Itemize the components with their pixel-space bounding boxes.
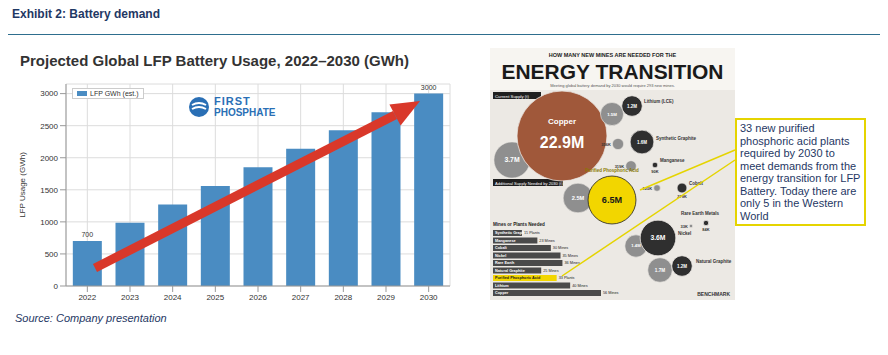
svg-text:LFP Usage (GWh): LFP Usage (GWh) [18, 152, 27, 218]
svg-text:33K: 33K [680, 224, 687, 229]
svg-text:1.2M: 1.2M [677, 264, 687, 269]
html-text:FIRST: FIRST [214, 95, 251, 107]
svg-text:90K: 90K [651, 169, 658, 174]
svg-text:1.4M: 1.4M [631, 243, 641, 248]
svg-text:125K: 125K [643, 186, 653, 191]
svg-text:3.6M: 3.6M [650, 234, 665, 241]
svg-text:2000: 2000 [40, 154, 58, 163]
svg-text:Natural Graphite: Natural Graphite [495, 269, 525, 273]
svg-text:40 Mines: 40 Mines [572, 284, 588, 288]
svg-text:Purified Phosphoric Acid: Purified Phosphoric Acid [585, 168, 639, 173]
svg-text:84K: 84K [702, 227, 709, 232]
svg-text:2024: 2024 [164, 293, 182, 302]
svg-text:0: 0 [54, 282, 59, 291]
svg-text:3000: 3000 [421, 84, 437, 91]
svg-text:Lithium: Lithium [495, 284, 509, 288]
html-text:33 new purified phosphoric aci: 33 new purified phosphoric acid plants r… [740, 122, 861, 222]
svg-text:Rare Earth: Rare Earth [495, 261, 515, 265]
svg-text:1.2M: 1.2M [627, 104, 637, 109]
svg-text:25 Mines: 25 Mines [543, 269, 559, 273]
svg-text:2025: 2025 [206, 293, 224, 302]
svg-text:15 Plants: 15 Plants [524, 231, 540, 235]
svg-text:Additional Supply Needed by 20: Additional Supply Needed by 2030 (t) [495, 181, 563, 186]
svg-text:356K: 356K [601, 142, 611, 147]
svg-text:2026: 2026 [249, 293, 267, 302]
svg-text:Copper: Copper [548, 117, 576, 126]
svg-text:1500: 1500 [40, 186, 58, 195]
html-text:LFP GWh (est.): LFP GWh (est.) [90, 90, 139, 97]
svg-text:3.7M: 3.7M [504, 156, 520, 163]
svg-text:2030: 2030 [420, 293, 438, 302]
svg-text:2023: 2023 [121, 293, 139, 302]
svg-text:Nickel: Nickel [495, 254, 506, 258]
svg-text:279K: 279K [677, 194, 687, 199]
svg-text:Cobalt: Cobalt [689, 181, 704, 186]
svg-text:2.5M: 2.5M [572, 195, 585, 201]
svg-text:Current Supply (t): Current Supply (t) [495, 94, 529, 99]
svg-text:2028: 2028 [334, 293, 352, 302]
svg-text:1.6M: 1.6M [637, 140, 647, 145]
svg-text:Synthetic Graphite: Synthetic Graphite [656, 136, 697, 141]
svg-text:319K: 319K [614, 163, 625, 169]
svg-text:700: 700 [81, 231, 93, 238]
svg-text:Mines or Plants Needed: Mines or Plants Needed [493, 222, 545, 227]
svg-text:BENCHMARK: BENCHMARK [697, 291, 730, 297]
svg-text:Copper: Copper [495, 291, 509, 295]
svg-text:500: 500 [45, 250, 59, 259]
svg-text:Purified Phosphoric Acid: Purified Phosphoric Acid [495, 276, 541, 280]
svg-text:35 Mines: 35 Mines [563, 254, 579, 258]
svg-text:1.5M: 1.5M [607, 112, 617, 117]
html-text:PHOSPHATE: PHOSPHATE [214, 107, 276, 118]
svg-text:Cobalt: Cobalt [495, 246, 508, 250]
svg-text:Rare Earth Metals: Rare Earth Metals [681, 211, 720, 216]
svg-text:2022: 2022 [78, 293, 96, 302]
svg-text:HOW MANY NEW MINES ARE NEEDED: HOW MANY NEW MINES ARE NEEDED FOR THE [549, 52, 677, 58]
svg-text:Meeting global battery demand: Meeting global battery demand by 2030 wo… [550, 83, 675, 88]
svg-text:3000: 3000 [40, 89, 58, 98]
svg-text:Nickel: Nickel [678, 231, 691, 236]
svg-text:56 Mines: 56 Mines [603, 291, 619, 295]
svg-text:2027: 2027 [292, 293, 310, 302]
html-text:Source: Company presentation: Source: Company presentation [15, 312, 167, 324]
svg-text:2500: 2500 [40, 122, 58, 131]
svg-text:1.7M: 1.7M [655, 268, 665, 273]
svg-text:23 Mines: 23 Mines [539, 239, 555, 243]
svg-text:Lithium (LCE): Lithium (LCE) [644, 99, 674, 104]
svg-text:Manganese: Manganese [660, 158, 685, 163]
svg-text:2029: 2029 [377, 293, 395, 302]
svg-text:36 Mines: 36 Mines [564, 261, 580, 265]
html-text:Projected Global LFP Battery U: Projected Global LFP Battery Usage, 2022… [20, 52, 409, 69]
svg-text:6.5M: 6.5M [602, 195, 622, 205]
svg-text:22.9M: 22.9M [540, 134, 584, 151]
svg-text:1000: 1000 [40, 218, 58, 227]
svg-text:Synthetic Graphite: Synthetic Graphite [495, 231, 529, 236]
html-text:Exhibit 2: Battery demand: Exhibit 2: Battery demand [12, 7, 160, 21]
svg-text:30 Mines: 30 Mines [553, 246, 569, 250]
svg-text:Natural Graphite: Natural Graphite [696, 259, 732, 264]
svg-text:33 Plants: 33 Plants [559, 276, 575, 280]
svg-text:ENERGY TRANSITION: ENERGY TRANSITION [502, 60, 724, 83]
svg-text:Manganese: Manganese [495, 239, 516, 243]
